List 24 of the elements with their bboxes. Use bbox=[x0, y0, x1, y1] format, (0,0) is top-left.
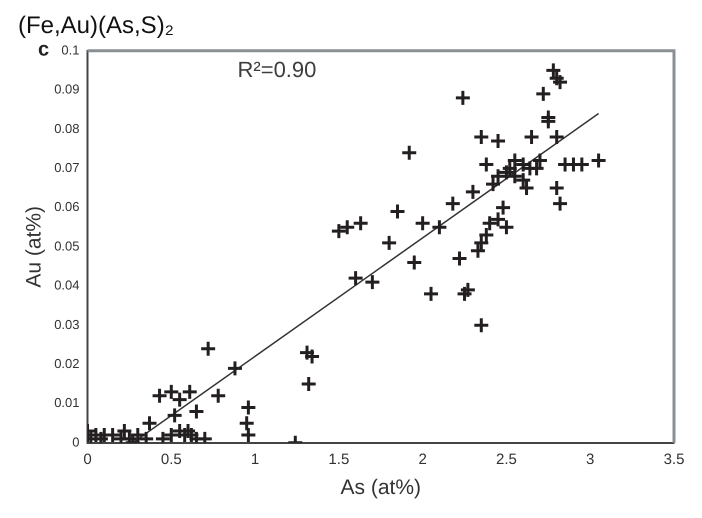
y-tick-label: 0.02 bbox=[54, 356, 80, 371]
x-tick-label: 1.5 bbox=[328, 450, 350, 468]
y-axis-title: Au (at%) bbox=[22, 206, 46, 288]
y-tick-label: 0 bbox=[72, 434, 80, 450]
x-tick-label: 0.5 bbox=[160, 450, 182, 468]
y-tick-label: 0.03 bbox=[54, 316, 80, 332]
y-tick-label: 0.07 bbox=[54, 160, 80, 175]
y-tick-label: 0.08 bbox=[54, 120, 80, 136]
y-tick-label: 0.01 bbox=[54, 395, 80, 410]
y-tick-label: 0.09 bbox=[54, 82, 80, 97]
x-tick-label: 3 bbox=[586, 450, 594, 468]
x-tick-label: 0 bbox=[83, 450, 92, 468]
annotation: R²=0.90 bbox=[238, 56, 316, 82]
x-axis-title: As (at%) bbox=[340, 476, 422, 500]
y-tick-label: 0.05 bbox=[54, 238, 80, 254]
text: c bbox=[38, 38, 50, 61]
x-tick-label: 2 bbox=[418, 450, 427, 468]
x-tick-label: 1 bbox=[250, 450, 260, 468]
y-tick-label: 0.06 bbox=[54, 199, 80, 214]
x-tick-label: 2.5 bbox=[496, 450, 517, 468]
x-tick-label: 3.5 bbox=[664, 450, 684, 468]
y-tick-label: 0.04 bbox=[54, 278, 80, 293]
chart-title: (Fe,Au)(As,S)₂ bbox=[18, 12, 174, 40]
y-tick-label: 0.1 bbox=[61, 42, 80, 58]
